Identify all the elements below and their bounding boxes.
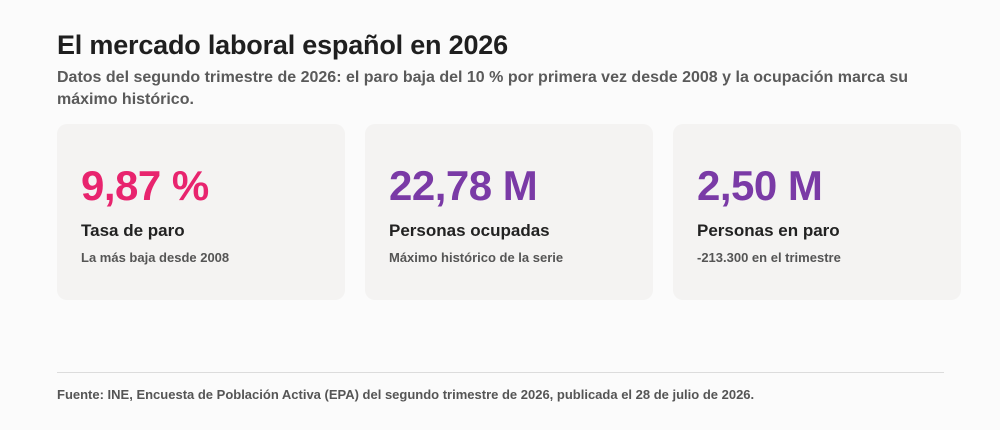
kpi-value: 2,50 M (697, 162, 823, 209)
kpi-card-employed: 22,78 M Personas ocupadas Máximo históri… (365, 124, 653, 300)
kpi-note: La más baja desde 2008 (81, 250, 230, 265)
kpi-value: 9,87 % (81, 162, 209, 209)
page-title: El mercado laboral español en 2026 (57, 30, 508, 60)
kpi-value: 22,78 M (389, 162, 538, 209)
kpi-label: Personas ocupadas (389, 221, 550, 240)
kpi-card-unemployed: 2,50 M Personas en paro -213.300 en el t… (673, 124, 961, 300)
kpi-note: Máximo histórico de la serie (389, 250, 564, 265)
page-subtitle: Datos del segundo trimestre de 2026: el … (57, 69, 908, 108)
kpi-label: Personas en paro (697, 221, 840, 240)
footer-divider (57, 372, 944, 373)
source-note: Fuente: INE, Encuesta de Población Activ… (57, 387, 755, 402)
kpi-label: Tasa de paro (81, 221, 185, 240)
kpi-cards: 9,87 % Tasa de paro La más baja desde 20… (57, 124, 961, 300)
kpi-note: -213.300 en el trimestre (697, 250, 841, 265)
kpi-card-unemployment-rate: 9,87 % Tasa de paro La más baja desde 20… (57, 124, 345, 300)
